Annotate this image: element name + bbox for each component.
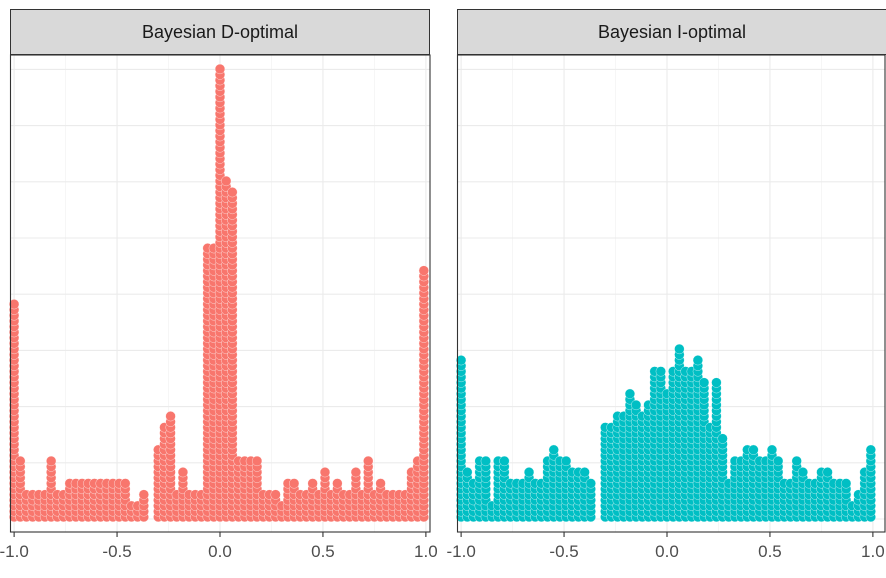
data-dot	[418, 265, 429, 276]
data-dot	[773, 455, 784, 467]
data-dot	[332, 478, 343, 489]
data-dot	[251, 455, 263, 467]
data-dot	[227, 187, 238, 198]
data-dot	[797, 467, 808, 478]
data-dot	[456, 355, 467, 366]
x-tick-label: -1.0	[0, 542, 29, 561]
data-dot	[624, 388, 636, 399]
data-dot	[120, 478, 131, 489]
data-dot	[480, 455, 491, 467]
x-tick-label: 1.0	[861, 542, 885, 561]
dot-series-i-optimal	[456, 343, 876, 523]
x-tick-label: 0.0	[655, 542, 679, 561]
data-dot	[548, 444, 559, 455]
data-dot	[822, 467, 833, 478]
data-dot	[221, 175, 232, 187]
data-dot	[692, 355, 703, 366]
panel-border	[456, 54, 886, 533]
data-dot	[363, 455, 374, 467]
dot-series-d-optimal	[9, 63, 429, 523]
x-tick-label: 0.5	[758, 542, 782, 561]
x-tick-label: -0.5	[549, 542, 578, 561]
x-tick-label: 0.0	[208, 542, 232, 561]
data-dot	[523, 467, 535, 478]
panel-title-d-optimal: Bayesian D-optimal	[141, 21, 299, 42]
dotplot-d-optimal: -1.0 -0.5 0.0 0.5 1.0	[0, 54, 438, 561]
panel-i-optimal: Bayesian I-optimal -1.0 -0.5 0.0 0.5 1.0	[446, 9, 886, 569]
data-dot	[748, 444, 759, 455]
x-tick-label: -0.5	[102, 542, 131, 561]
data-dot	[46, 455, 57, 467]
data-dot	[15, 455, 26, 467]
data-dot	[717, 433, 728, 444]
data-dot	[307, 478, 318, 489]
data-dot	[499, 455, 510, 467]
panel-strip-d-optimal: Bayesian D-optimal	[10, 9, 430, 55]
data-dot	[579, 467, 590, 478]
data-dot	[462, 467, 473, 478]
data-dot	[655, 366, 666, 377]
data-dot	[865, 444, 876, 455]
data-dot	[698, 377, 710, 388]
data-dot	[585, 478, 596, 489]
dotplot-i-optimal: -1.0 -0.5 0.0 0.5 1.0	[446, 54, 886, 561]
x-tick-label: 1.0	[414, 542, 438, 561]
data-dot	[289, 478, 300, 489]
data-dot	[138, 489, 149, 500]
data-dot	[319, 467, 331, 478]
panel-strip-i-optimal: Bayesian I-optimal	[457, 9, 886, 55]
data-dot	[841, 478, 852, 489]
x-tick-label: 0.5	[311, 542, 335, 561]
data-dot	[766, 444, 778, 455]
data-dot	[561, 455, 572, 467]
panel-title-i-optimal: Bayesian I-optimal	[597, 21, 747, 42]
data-dot	[711, 377, 722, 388]
data-dot	[9, 299, 20, 310]
data-dot	[270, 489, 281, 500]
data-dot	[674, 343, 685, 355]
data-dot	[177, 467, 189, 478]
data-dot	[791, 455, 802, 467]
data-dot	[165, 411, 176, 422]
data-dot	[375, 478, 386, 489]
data-dot	[631, 399, 642, 411]
data-dot	[214, 63, 226, 75]
x-tick-label: -1.0	[446, 542, 475, 561]
panel-d-optimal: Bayesian D-optimal -1.0 -0.5 0.0 0.5 1.0	[0, 9, 438, 569]
data-dot	[350, 467, 361, 478]
